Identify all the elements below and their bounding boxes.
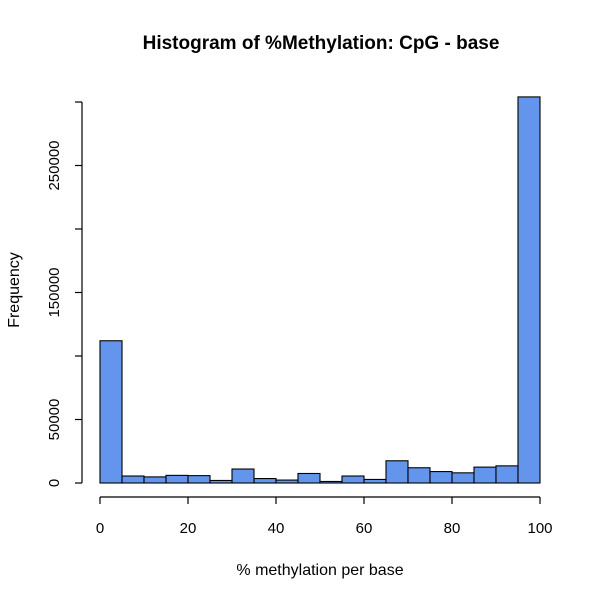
histogram-bar — [429, 471, 453, 484]
histogram-bar — [209, 479, 233, 484]
histogram-bar — [451, 472, 475, 484]
x-tick-label: 20 — [180, 520, 197, 537]
y-axis-label: Frequency — [6, 252, 23, 328]
y-axis: 0 50000 150000 250000 — [46, 101, 83, 487]
chart-title: Histogram of %Methylation: CpG - base — [143, 33, 500, 54]
x-tick-label: 0 — [96, 520, 104, 537]
histogram-bar — [495, 465, 519, 484]
y-tick-label: 150000 — [46, 267, 63, 317]
histogram-bar — [517, 96, 541, 484]
histogram-bar — [143, 476, 167, 484]
x-tick-label: 60 — [356, 520, 373, 537]
x-tick-label: 100 — [527, 520, 552, 537]
histogram-bar — [99, 340, 123, 484]
histogram-bar — [121, 475, 145, 484]
histogram-bar — [253, 478, 277, 484]
y-tick-label: 50000 — [46, 399, 63, 441]
x-axis-label: % methylation per base — [236, 562, 403, 579]
histogram-bar — [363, 478, 387, 484]
histogram-bar — [319, 480, 343, 484]
x-tick-label: 40 — [268, 520, 285, 537]
y-tick-label: 0 — [46, 479, 63, 487]
histogram-bar — [385, 460, 409, 484]
histogram-bar — [341, 475, 365, 484]
histogram-bar — [165, 474, 189, 484]
histogram-bar — [297, 472, 321, 484]
x-axis: 0 20 40 60 80 100 — [96, 496, 553, 537]
y-tick-label: 250000 — [46, 140, 63, 190]
histogram-bar — [231, 468, 255, 484]
bars-group — [99, 96, 541, 484]
histogram-bar — [275, 479, 299, 484]
histogram-bar — [407, 467, 431, 484]
histogram-bar — [187, 475, 211, 484]
histogram-bar — [473, 466, 497, 484]
x-tick-label: 80 — [444, 520, 461, 537]
